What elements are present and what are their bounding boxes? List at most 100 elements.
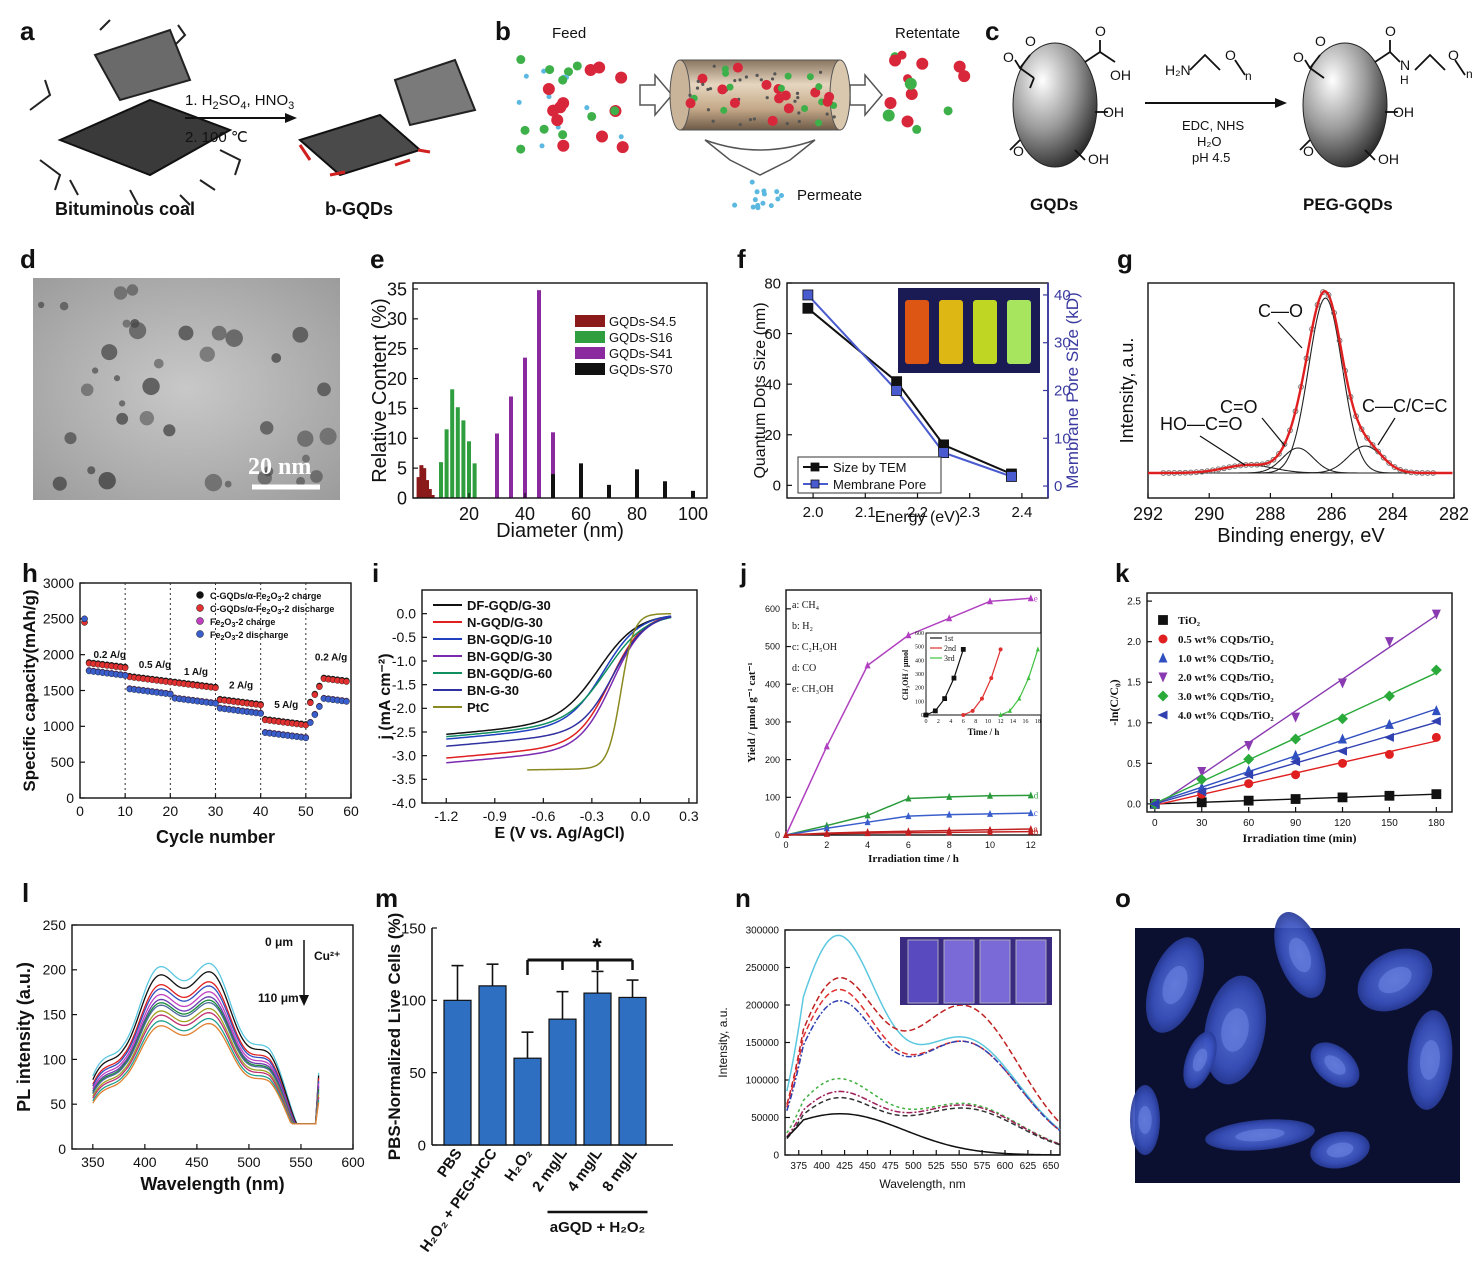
pl-spectrum (92, 962, 320, 1125)
particle-small (750, 204, 756, 210)
cycle-point (121, 664, 129, 672)
tube-particle (793, 99, 797, 103)
y-axis-label: Specific capacity(mAh/g) (20, 589, 39, 791)
cycle-point (212, 684, 219, 692)
cycle-point (121, 672, 129, 679)
kinetic-point (1384, 637, 1394, 648)
kinetic-point (1196, 774, 1208, 786)
kinetic-point (1338, 758, 1348, 768)
y-tick-label: 0 (775, 830, 780, 840)
legend-label: 1.0 wt% CQDs/TiO₂ (1178, 653, 1274, 665)
particle-medium (587, 111, 597, 121)
yield-point (905, 828, 912, 836)
svg-text:H₂N: H₂N (1165, 62, 1191, 78)
bar-2 (478, 985, 507, 1146)
cuvette (979, 939, 1011, 1004)
tem-particle (37, 301, 45, 309)
x-tick-label: 575 (974, 1161, 991, 1172)
pl-spectrum (92, 971, 320, 1125)
panel-label-a: a (20, 16, 35, 46)
tube-particle (711, 119, 715, 123)
tem-particle (296, 476, 306, 486)
yield-point (1027, 594, 1034, 602)
raw-data-point (1369, 442, 1376, 448)
cell-nucleus (1326, 1142, 1354, 1158)
x-axis-label: E (V vs. Ag/AgCl) (494, 825, 624, 842)
bar-GQDs-S4.5 (419, 465, 424, 498)
x-tick-label: 150 (1381, 818, 1398, 829)
cycle-point (343, 698, 350, 705)
tube-particle (761, 79, 772, 90)
tube-particle (797, 111, 801, 115)
inset-y-tick: 0 (921, 713, 924, 719)
particle-small (541, 68, 547, 74)
cycle-point (81, 615, 88, 623)
lsv-curve (527, 612, 672, 771)
bituminous-coal-label: Bituminous coal (55, 199, 195, 219)
panel-b-scheme: Feed Retentate Permeate (516, 25, 971, 211)
x-tick-label: 60 (343, 803, 359, 819)
x-tick-label: 2.3 (959, 504, 980, 521)
x-tick-label: 0 (783, 840, 788, 850)
pore-point (802, 289, 814, 301)
pore-point (1006, 471, 1017, 482)
y-tick-label: 1.0 (1127, 718, 1141, 729)
peg-gqds-label: PEG-GQDs (1303, 195, 1393, 214)
particle (916, 57, 929, 70)
y-tick-label: -4.0 (392, 795, 416, 811)
inset-point (951, 675, 957, 681)
tube-particle (726, 83, 734, 91)
tube-particle (795, 91, 800, 95)
particle-small (584, 105, 590, 111)
yield-point (864, 661, 871, 669)
tube-particle (822, 96, 833, 107)
y-tick-label: 0 (66, 790, 74, 806)
inset-point (970, 708, 975, 713)
svg-text:EDC, NHS: EDC, NHS (1182, 118, 1244, 133)
feed-label: Feed (552, 25, 586, 42)
yield-point (1027, 827, 1034, 835)
permeate-particles (732, 179, 785, 211)
panel-label-l: l (22, 878, 29, 908)
kinetic-point (1243, 795, 1254, 806)
particle (882, 109, 895, 122)
inset-point (998, 712, 1003, 717)
y-tick-label: 5 (397, 458, 407, 478)
x-tick-label: -0.9 (483, 808, 507, 824)
tem-particle (130, 318, 140, 328)
y-tick-label: 0 (773, 478, 781, 495)
panel-label-f: f (737, 244, 746, 274)
y-tick-label: 2000 (43, 647, 74, 663)
tem-particle (122, 319, 131, 328)
y-tick-label: 150 (43, 1007, 67, 1023)
y-tick-label: 100000 (746, 1076, 780, 1087)
legend-label: d: CO (792, 663, 816, 674)
panel-i-chart: -1.2 -0.9 -0.6 -0.3 0.0 0.3 0.0 -0.5 -1.0 -1.5 -2.… (377, 589, 699, 842)
particle (905, 88, 918, 101)
x-tick-label: 450 (859, 1161, 876, 1172)
bar-GQDs-S16 (439, 462, 443, 498)
tem-particle (116, 412, 129, 425)
x-tick-label: 2.4 (1011, 504, 1032, 521)
svg-text:H: H (1400, 73, 1409, 87)
kinetic-point (1244, 740, 1254, 751)
annotation-arrow (1261, 417, 1286, 447)
cycle-point (311, 691, 319, 698)
kinetic-point (1338, 733, 1348, 744)
tube-particle (777, 84, 785, 92)
y-axis-label: Intensity, a.u. (716, 1007, 730, 1077)
particle-medium (539, 124, 549, 134)
y2-tick-label: 30 (1054, 335, 1071, 352)
legend-swatch (575, 331, 605, 343)
panel-label-j: j (739, 558, 747, 588)
legend-marker (196, 591, 204, 599)
kinetic-point (1384, 790, 1395, 801)
tem-particle (87, 466, 96, 475)
y-axis-label: Membrane Pore Size (kD) (1063, 292, 1082, 489)
y-tick-label: 300 (765, 717, 780, 727)
svg-text:OH: OH (1088, 151, 1109, 167)
x-tick-label: 550 (951, 1161, 968, 1172)
y-tick-label: 50000 (751, 1113, 779, 1124)
arrow-to-permeate (704, 139, 816, 176)
